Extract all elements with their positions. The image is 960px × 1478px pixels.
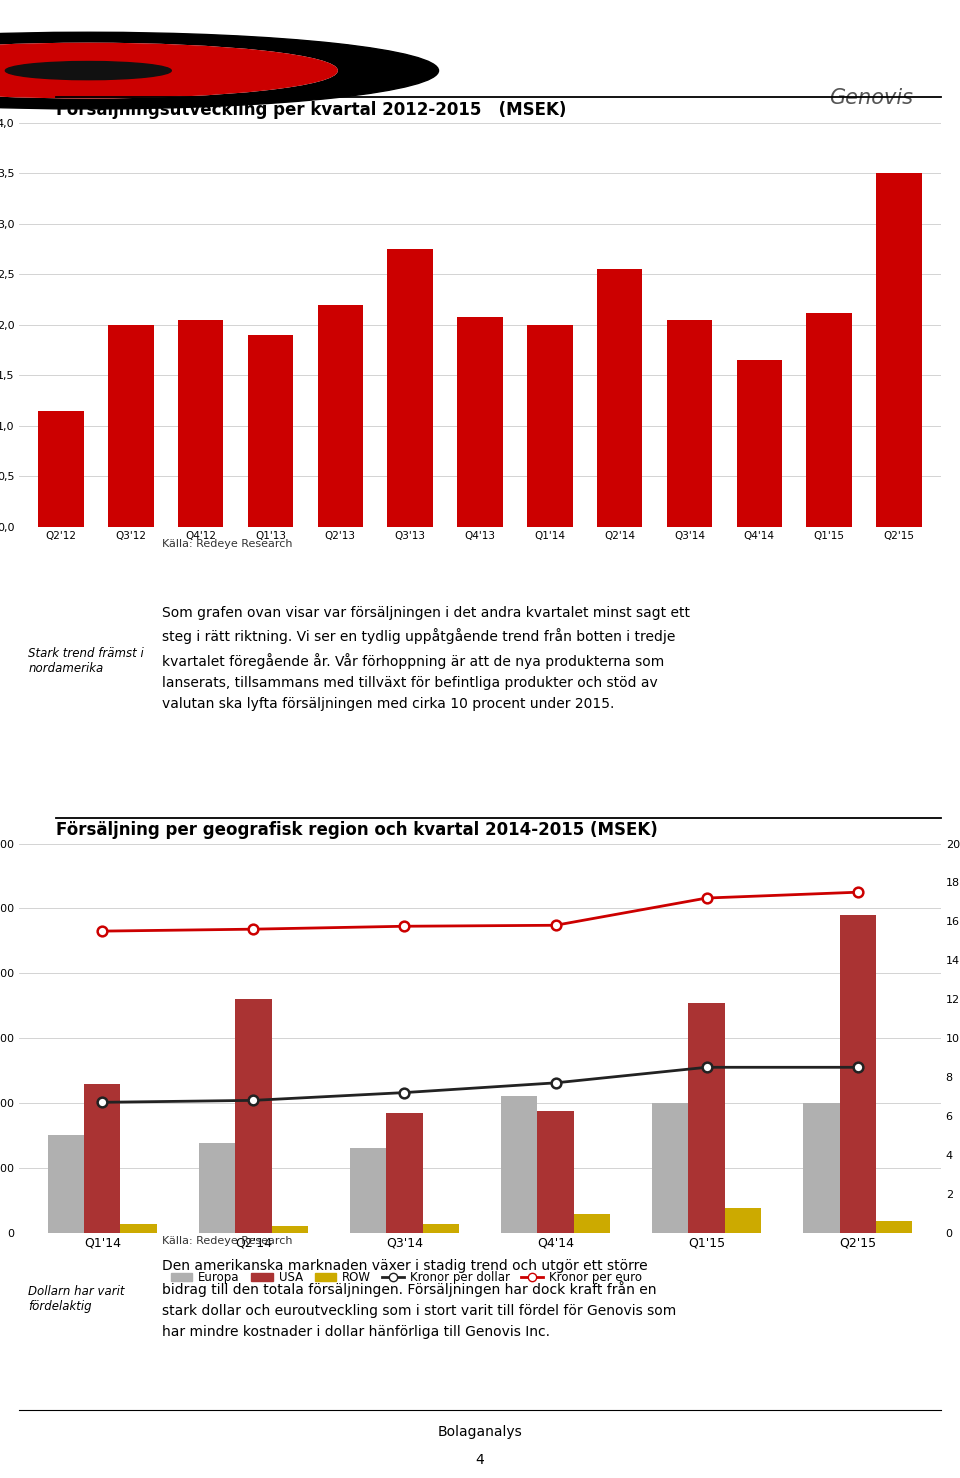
Bar (108, 325, 154, 526)
Text: Stark trend främst i
nordamerika: Stark trend främst i nordamerika (29, 647, 144, 675)
Bar (806, 313, 852, 526)
Circle shape (6, 62, 171, 80)
Bar (804, 1103, 840, 1233)
Text: Bolaganalys: Bolaganalys (438, 1425, 522, 1438)
Text: Källa: Redeye Research: Källa: Redeye Research (162, 1236, 293, 1246)
Bar (84, 1083, 120, 1233)
Text: REDEYE: REDEYE (144, 50, 326, 92)
Bar (527, 325, 572, 526)
Text: 4: 4 (475, 1453, 485, 1468)
Bar (597, 269, 642, 526)
Bar (422, 1224, 459, 1233)
Bar (318, 304, 363, 526)
Text: Försäljning per geografisk region och kvartal 2014-2015 (MSEK): Försäljning per geografisk region och kv… (56, 822, 658, 840)
Bar (667, 319, 712, 526)
Bar (120, 1224, 156, 1233)
Circle shape (0, 43, 337, 98)
Bar (736, 361, 782, 526)
Bar (688, 1004, 725, 1233)
Bar (388, 250, 433, 526)
Bar (876, 1221, 912, 1233)
Text: Källa: Redeye Research: Källa: Redeye Research (162, 539, 293, 550)
Bar (235, 999, 272, 1233)
Bar (840, 915, 876, 1233)
Bar (350, 1148, 386, 1233)
Text: Dollarn har varit
fördelaktig: Dollarn har varit fördelaktig (29, 1284, 125, 1312)
Bar (652, 1103, 688, 1233)
Text: Den amerikanska marknaden växer i stadig trend och utgör ett större
bidrag till : Den amerikanska marknaden växer i stadig… (162, 1259, 676, 1339)
Bar (876, 173, 922, 526)
Bar (248, 336, 293, 526)
Circle shape (0, 43, 337, 98)
Bar (199, 1142, 235, 1233)
Bar (538, 1111, 574, 1233)
Bar (178, 319, 224, 526)
Bar (386, 1113, 422, 1233)
Bar (48, 1135, 84, 1233)
Bar (272, 1227, 308, 1233)
Bar (457, 316, 503, 526)
Bar (38, 411, 84, 526)
Bar (574, 1213, 610, 1233)
Text: Genovis: Genovis (829, 87, 913, 108)
Text: Som grafen ovan visar var försäljningen i det andra kvartalet minst sagt ett
ste: Som grafen ovan visar var försäljningen … (162, 606, 690, 711)
Circle shape (0, 33, 439, 109)
Bar (725, 1208, 761, 1233)
Text: Försäljningsutveckling per kvartal 2012-2015   (MSEK): Försäljningsutveckling per kvartal 2012-… (56, 101, 566, 118)
Legend: Europa, USA, ROW, Kronor per dollar, Kronor per euro: Europa, USA, ROW, Kronor per dollar, Kro… (166, 1267, 646, 1289)
Bar (501, 1097, 538, 1233)
